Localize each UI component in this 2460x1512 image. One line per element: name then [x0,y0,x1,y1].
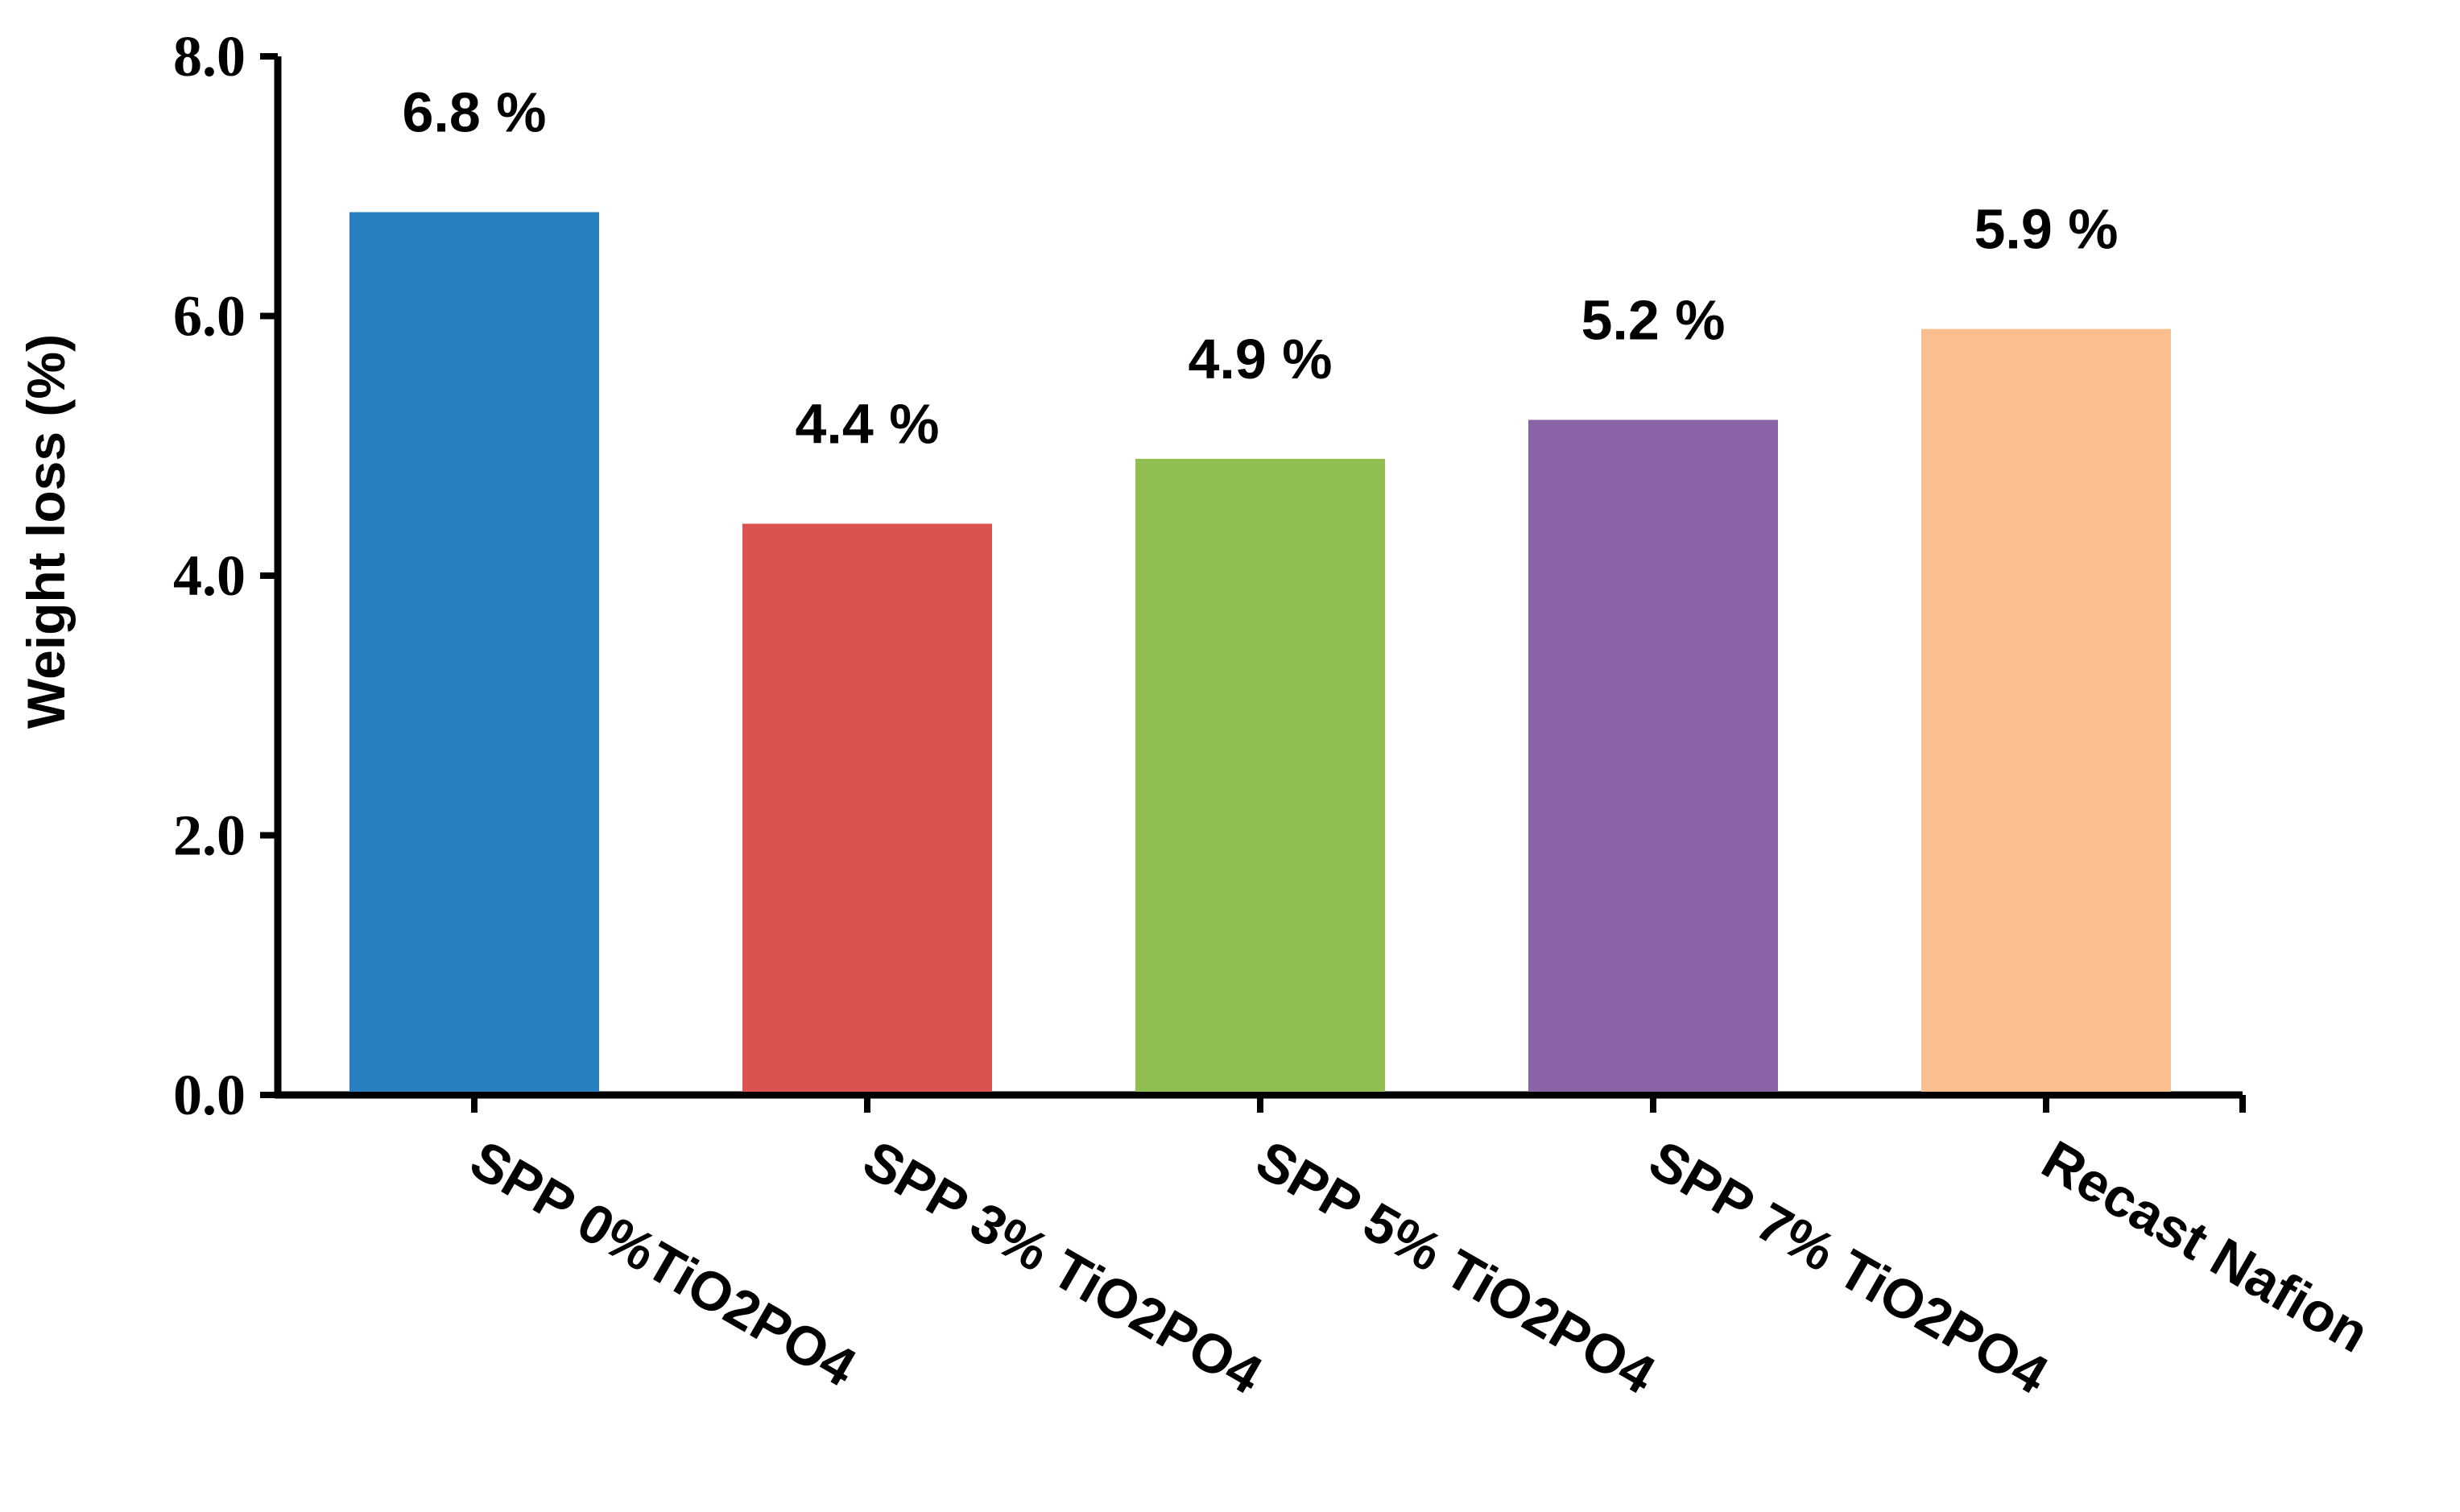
bar [349,212,599,1092]
bar [1921,328,2171,1092]
bar [1528,419,1778,1092]
y-ticks: 0.0 2.0 4.0 6.0 8.0 [173,24,2246,1127]
bar [1135,458,1385,1092]
data-label: 4.4 % [796,393,940,456]
y-tick-label: 4.0 [173,543,246,608]
category-label: SPP 5% TiO2PO4 [1247,1129,1665,1406]
y-tick-label: 6.0 [173,284,246,349]
data-label: 6.8 % [403,81,547,144]
data-labels: 6.8 % 4.4 % 4.9 % 5.2 % 5.9 % [403,81,2119,456]
data-label: 5.9 % [1974,198,2119,261]
y-tick-label: 0.0 [173,1063,246,1127]
bar [742,523,992,1092]
y-axis-label: Weight loss (%) [16,334,76,729]
category-label: SPP 3% TiO2PO4 [854,1129,1272,1406]
y-tick-label: 8.0 [173,24,246,89]
category-label: SPP 7% TiO2PO4 [1639,1129,2058,1406]
y-tick-label: 2.0 [173,804,246,868]
data-label: 4.9 % [1189,328,1333,390]
category-label: SPP 0%TiO2PO4 [461,1129,866,1398]
category-label: Recast Nafion [2032,1129,2379,1365]
data-label: 5.2 % [1581,289,1726,352]
bars [349,212,2171,1092]
